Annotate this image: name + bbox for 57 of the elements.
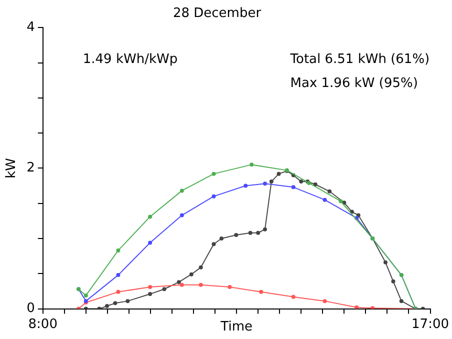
point (180, 282, 184, 287)
point (399, 299, 404, 304)
point (212, 194, 216, 198)
point (212, 172, 216, 176)
point (262, 227, 267, 232)
x-tick-label: 8:00 (28, 316, 58, 332)
point (189, 272, 194, 276)
point (269, 180, 274, 184)
annotation: Total 6.51 kWh (61%) (289, 52, 430, 67)
point (220, 236, 224, 240)
point (126, 299, 130, 304)
point (116, 248, 120, 252)
point (180, 213, 184, 218)
point (291, 294, 296, 299)
point (338, 199, 343, 204)
point (256, 230, 260, 235)
point (113, 301, 118, 306)
point (84, 293, 88, 298)
point (248, 230, 252, 235)
y-tick-label: 4 (26, 20, 35, 35)
point (370, 306, 375, 309)
point (234, 232, 238, 237)
y-tick-label: 0 (26, 301, 35, 316)
point (322, 299, 327, 304)
point (259, 290, 264, 294)
point (250, 162, 254, 167)
point (384, 260, 388, 264)
point (322, 198, 327, 202)
point (291, 185, 296, 190)
point (105, 304, 110, 308)
point (116, 290, 120, 294)
point (299, 180, 304, 184)
point (391, 279, 396, 284)
point (244, 184, 248, 188)
annotation: 1.49 kWh/kWp (82, 52, 178, 67)
x-axis-title: Time (220, 320, 252, 335)
y-tick-label: 2 (26, 160, 35, 176)
point (228, 285, 232, 290)
point (328, 189, 332, 194)
point (198, 282, 203, 287)
point (354, 305, 359, 309)
annotation: Max 1.96 kW (95%) (290, 76, 418, 91)
point (262, 182, 267, 186)
point (148, 285, 152, 290)
point (148, 292, 152, 296)
point (148, 240, 152, 245)
point (148, 214, 152, 219)
point (276, 172, 281, 176)
point (162, 287, 166, 292)
y-axis-title: kW (4, 158, 20, 178)
point (116, 273, 120, 278)
x-tick-label: 17:00 (412, 316, 449, 332)
point (212, 242, 216, 246)
point (198, 265, 203, 270)
point (180, 188, 184, 193)
point (176, 280, 181, 284)
chart-title: 28 December (172, 6, 262, 22)
